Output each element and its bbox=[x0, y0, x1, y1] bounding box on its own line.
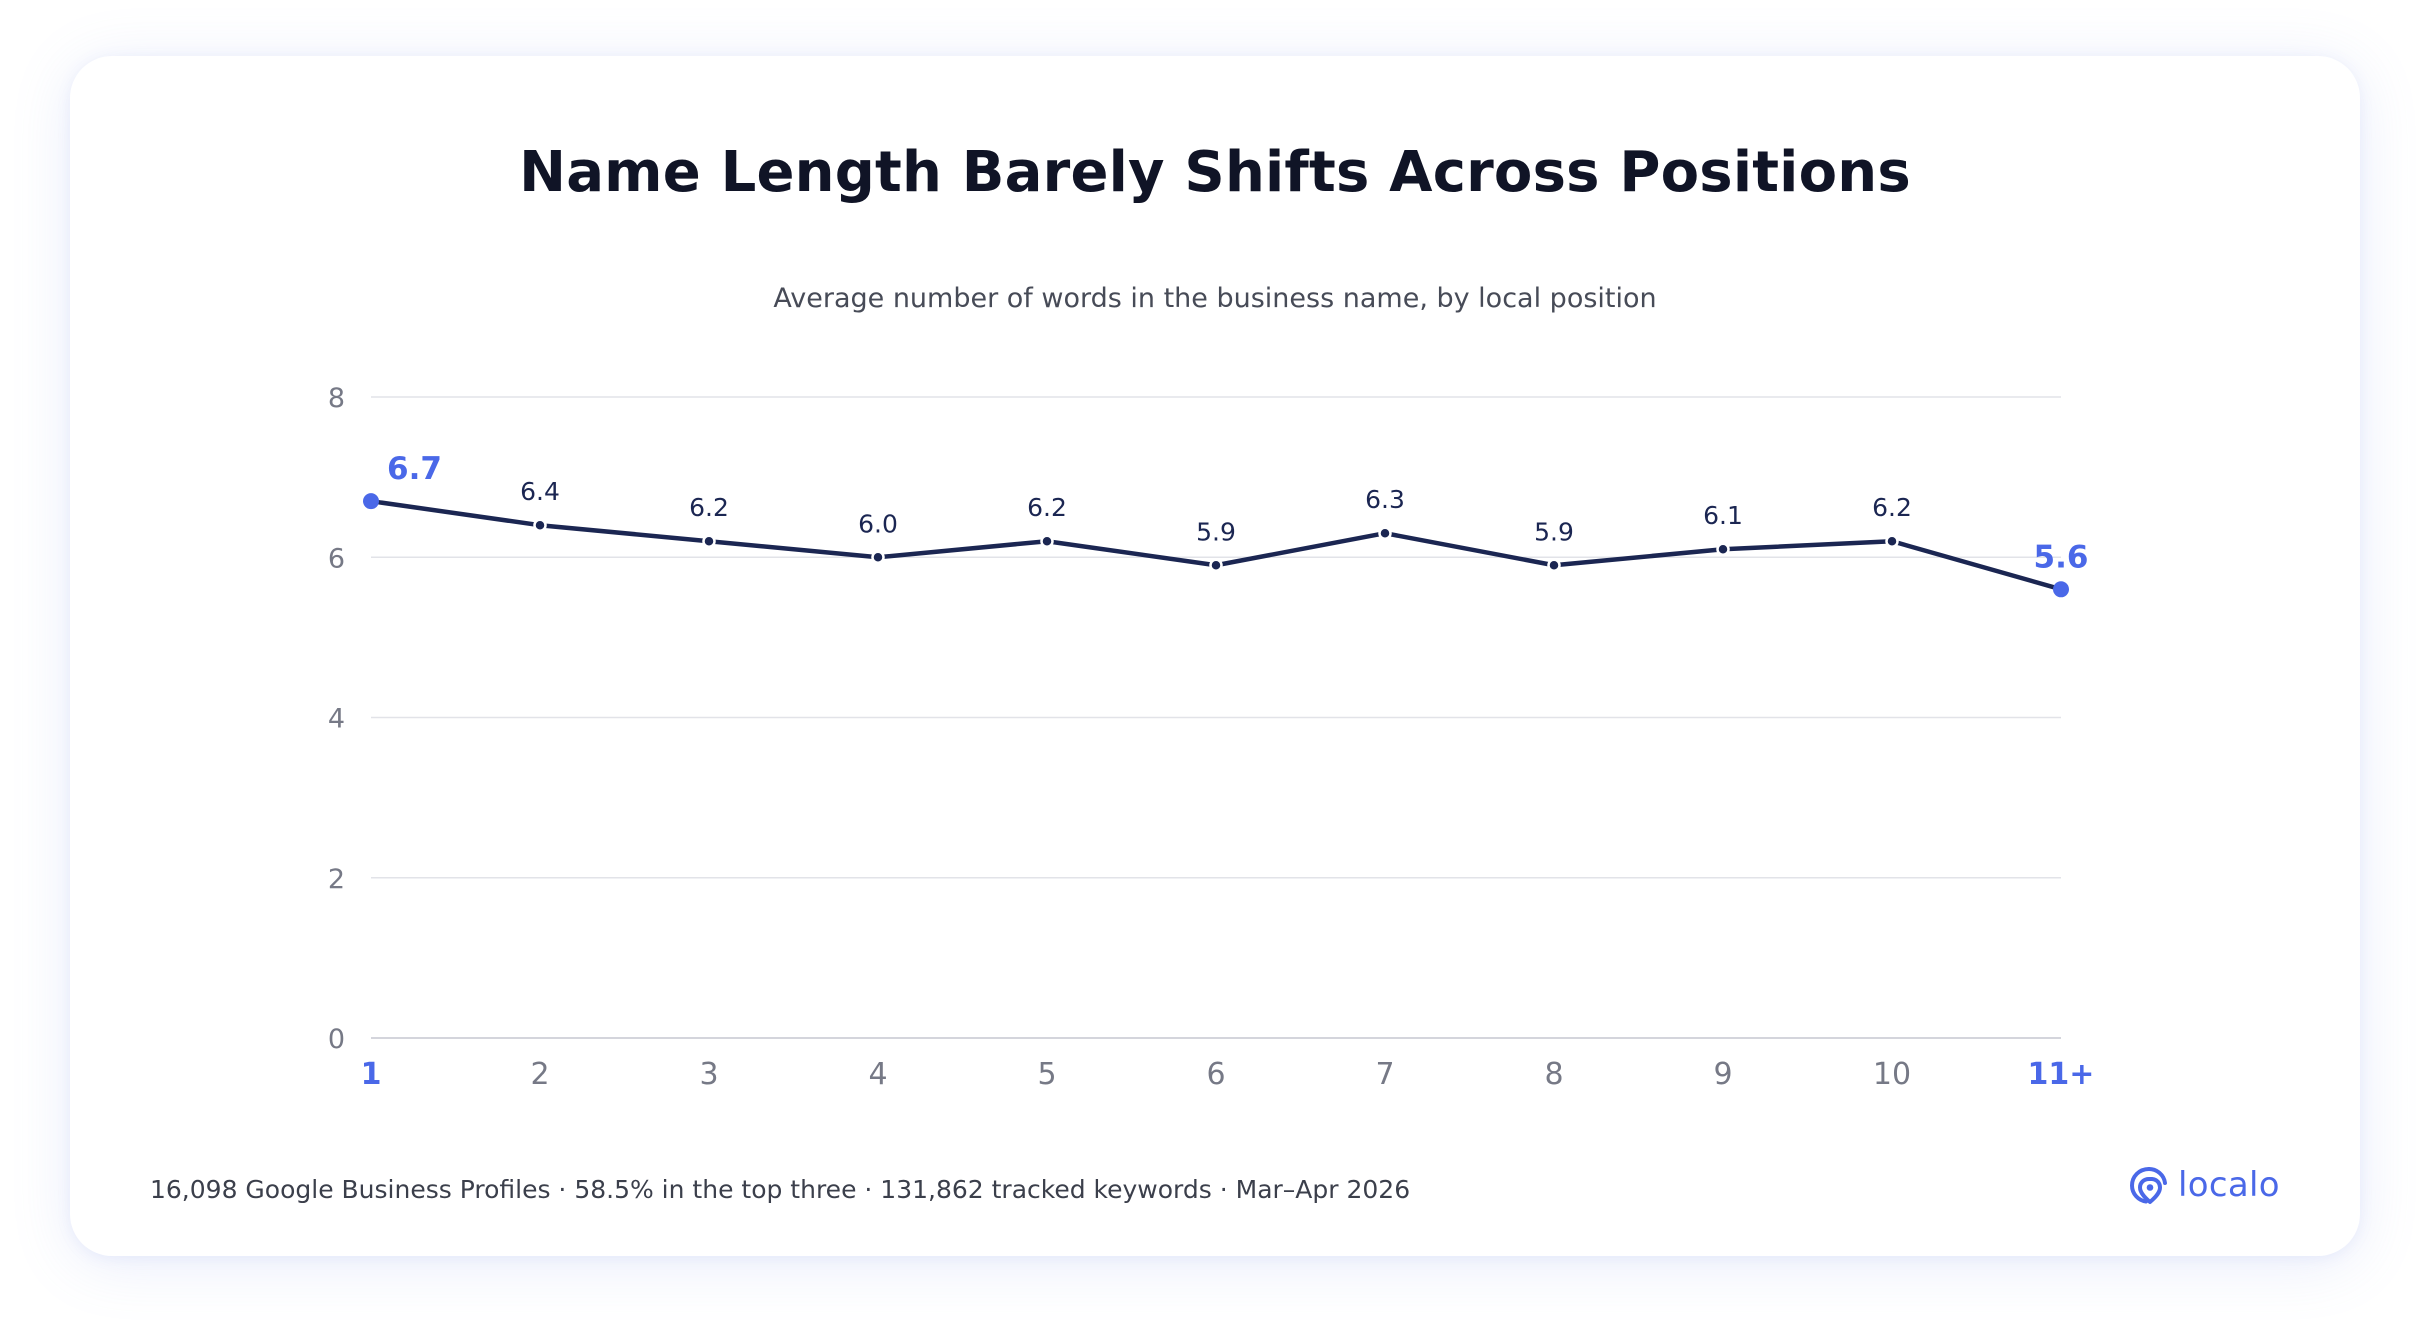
x-tick-label: 4 bbox=[868, 1057, 887, 1092]
data-label: 5.9 bbox=[1196, 517, 1236, 546]
data-point bbox=[1885, 534, 1899, 548]
brand-name: localo bbox=[2178, 1165, 2280, 1205]
chart-subtitle: Average number of words in the business … bbox=[773, 283, 1657, 314]
y-tick-label: 0 bbox=[328, 1024, 345, 1055]
data-label-highlight: 6.7 bbox=[387, 451, 442, 487]
data-label: 6.3 bbox=[1365, 485, 1405, 514]
data-label: 6.1 bbox=[1703, 501, 1743, 530]
data-point bbox=[1378, 526, 1392, 540]
data-label: 6.4 bbox=[520, 477, 560, 506]
data-point bbox=[1716, 542, 1730, 556]
x-axis-tick-labels: 1 2 3 4 5 6 7 8 9 10 11+ bbox=[361, 1057, 2095, 1092]
gridlines bbox=[371, 396, 2061, 1039]
data-point bbox=[871, 550, 885, 564]
data-label: 6.2 bbox=[1027, 493, 1067, 522]
y-tick-label: 6 bbox=[328, 543, 345, 574]
x-tick-label: 11+ bbox=[2028, 1057, 2095, 1092]
data-point bbox=[1547, 558, 1561, 573]
data-points bbox=[363, 493, 2069, 598]
data-point bbox=[702, 534, 716, 548]
x-tick-label: 2 bbox=[530, 1057, 549, 1092]
x-tick-label: 10 bbox=[1873, 1057, 1911, 1092]
x-tick-label: 1 bbox=[361, 1057, 382, 1092]
data-label-highlight: 5.6 bbox=[2034, 539, 2089, 575]
data-label: 6.0 bbox=[858, 509, 898, 538]
x-tick-label: 5 bbox=[1037, 1057, 1056, 1092]
chart-card bbox=[70, 56, 2360, 1256]
data-point bbox=[533, 518, 547, 532]
data-point-highlight bbox=[2053, 581, 2069, 598]
data-point-highlight bbox=[363, 493, 379, 510]
footer-note: 16,098 Google Business Profiles · 58.5% … bbox=[150, 1175, 1411, 1204]
x-tick-label: 3 bbox=[699, 1057, 718, 1092]
y-axis-tick-labels: 0 2 4 6 8 bbox=[328, 383, 345, 1055]
location-pin-swirl-icon bbox=[2129, 1167, 2167, 1204]
y-tick-label: 2 bbox=[328, 864, 345, 895]
y-tick-label: 8 bbox=[328, 383, 345, 414]
chart-title: Name Length Barely Shifts Across Positio… bbox=[519, 140, 1911, 205]
brand-logo[interactable]: localo bbox=[2128, 1160, 2280, 1210]
x-tick-label: 8 bbox=[1544, 1057, 1563, 1092]
data-labels: 6.7 6.4 6.2 6.0 6.2 5.9 6.3 5.9 6.1 6.2 5.6 bbox=[387, 451, 2088, 575]
data-point bbox=[1040, 534, 1054, 548]
data-point bbox=[1209, 558, 1223, 573]
data-label: 6.2 bbox=[1872, 493, 1912, 522]
x-tick-label: 7 bbox=[1375, 1057, 1394, 1092]
x-tick-label: 6 bbox=[1206, 1057, 1225, 1092]
x-tick-label: 9 bbox=[1713, 1057, 1732, 1092]
data-label: 5.9 bbox=[1534, 517, 1574, 546]
data-label: 6.2 bbox=[689, 493, 729, 522]
y-tick-label: 4 bbox=[328, 704, 345, 735]
